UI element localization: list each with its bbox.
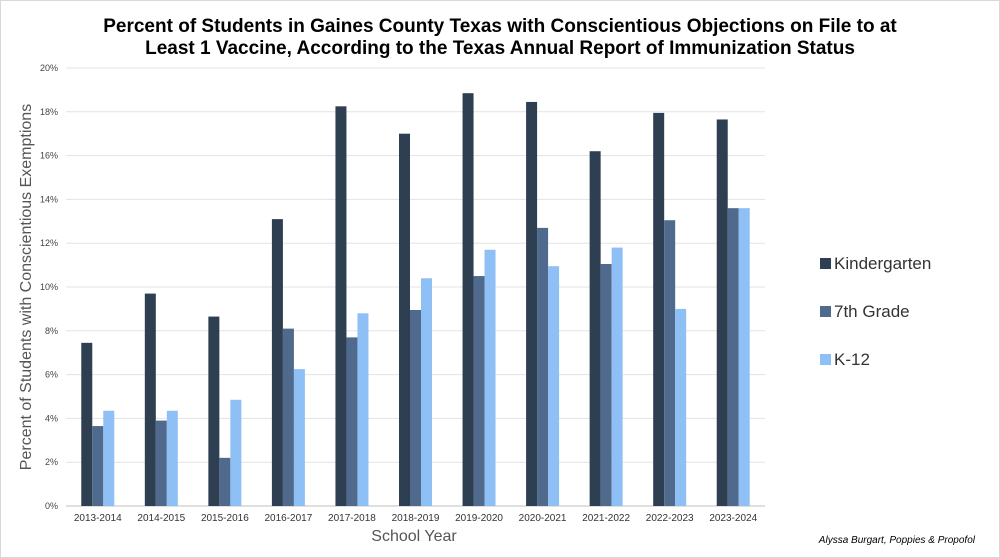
- x-tick-label: 2014-2015: [137, 513, 185, 524]
- bar-kindergarten-2014-2015: [144, 293, 156, 506]
- y-tick-label: 2%: [45, 457, 58, 467]
- bars: [81, 93, 750, 507]
- bar-kindergarten-2013-2014: [81, 342, 93, 506]
- bar-kindergarten-2017-2018: [335, 106, 347, 506]
- x-tick-label: 2023-2024: [709, 513, 757, 524]
- bar-7th-grade-2013-2014: [92, 426, 104, 506]
- x-tick-label: 2018-2019: [392, 513, 440, 524]
- x-tick-label: 2021-2022: [582, 513, 630, 524]
- bar-k-12-2014-2015: [166, 410, 178, 506]
- bar-k-12-2016-2017: [293, 369, 305, 506]
- y-axis-title: Percent of Students with Conscientious E…: [18, 104, 35, 470]
- x-tick-label: 2019-2020: [455, 513, 503, 524]
- bar-kindergarten-2016-2017: [271, 219, 283, 507]
- legend-swatch: [820, 306, 831, 317]
- bar-k-12-2020-2021: [548, 266, 560, 506]
- bar-7th-grade-2014-2015: [155, 420, 167, 506]
- y-tick-label: 8%: [45, 326, 58, 336]
- bar-7th-grade-2022-2023: [664, 220, 676, 506]
- y-tick-label: 20%: [40, 63, 58, 73]
- x-tick-label: 2017-2018: [328, 513, 376, 524]
- bar-kindergarten-2022-2023: [653, 112, 665, 507]
- x-tick-label: 2013-2014: [74, 513, 122, 524]
- y-tick-label: 18%: [40, 107, 58, 117]
- bar-k-12-2015-2016: [230, 399, 242, 506]
- bar-7th-grade-2018-2019: [410, 309, 421, 506]
- bar-k-12-2013-2014: [103, 410, 115, 506]
- bar-7th-grade-2019-2020: [473, 276, 485, 506]
- credit-annotation: Alyssa Burgart, Poppies & Propofol: [818, 535, 976, 546]
- legend-label: Kindergarten: [834, 254, 931, 273]
- bar-k-12-2021-2022: [611, 247, 623, 506]
- bar-kindergarten-2019-2020: [462, 93, 474, 506]
- x-tick-label: 2016-2017: [264, 513, 312, 524]
- y-tick-label: 10%: [40, 282, 58, 292]
- bar-kindergarten-2015-2016: [208, 316, 220, 506]
- bar-kindergarten-2021-2022: [589, 151, 601, 506]
- x-tick-label: 2015-2016: [201, 513, 249, 524]
- legend-swatch: [820, 354, 831, 365]
- bar-k-12-2018-2019: [421, 278, 432, 506]
- legend: Kindergarten 7th Grade K-12: [820, 254, 931, 369]
- x-tick-label: 2020-2021: [519, 513, 567, 524]
- bar-7th-grade-2015-2016: [219, 457, 231, 506]
- bar-7th-grade-2021-2022: [600, 264, 612, 506]
- x-tick-label: 2022-2023: [646, 513, 694, 524]
- y-tick-label: 4%: [45, 413, 58, 423]
- bar-kindergarten-2023-2024: [716, 119, 728, 506]
- bar-7th-grade-2016-2017: [282, 328, 294, 506]
- bar-7th-grade-2023-2024: [727, 208, 739, 506]
- bar-7th-grade-2020-2021: [537, 227, 549, 506]
- legend-swatch: [820, 258, 831, 269]
- x-tick-labels: 2013-2014 2014-2015 2015-2016 2016-2017 2017…: [74, 513, 758, 524]
- bar-kindergarten-2018-2019: [399, 133, 410, 506]
- legend-label: K-12: [834, 350, 870, 369]
- bar-k-12-2019-2020: [484, 249, 496, 506]
- y-tick-label: 12%: [40, 238, 58, 248]
- bar-k-12-2022-2023: [675, 308, 687, 506]
- bar-k-12-2023-2024: [738, 208, 750, 506]
- bar-kindergarten-2020-2021: [526, 101, 538, 506]
- y-tick-label: 6%: [45, 370, 58, 380]
- y-tick-labels: 0% 2% 4% 6% 8% 10% 12% 14% 16% 18% 20%: [40, 63, 58, 511]
- legend-label: 7th Grade: [834, 302, 910, 321]
- y-tick-label: 14%: [40, 194, 58, 204]
- y-tick-label: 0%: [45, 501, 58, 511]
- bar-k-12-2017-2018: [357, 313, 369, 506]
- chart-title: Percent of Students in Gaines County Tex…: [103, 16, 897, 59]
- y-tick-label: 16%: [40, 151, 58, 161]
- x-axis-title: School Year: [371, 528, 457, 545]
- bar-7th-grade-2017-2018: [346, 337, 358, 506]
